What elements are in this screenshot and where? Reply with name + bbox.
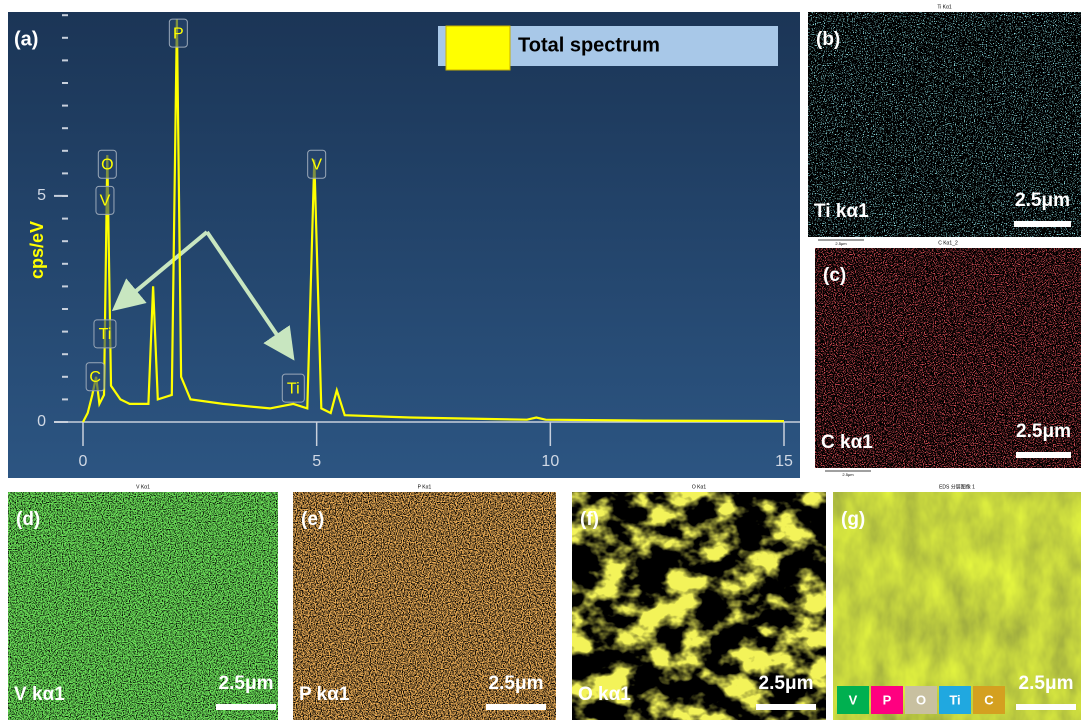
map-title: O Kα1 — [692, 484, 707, 490]
figure: (a) cps/eV 0 5 10 15 0 5 Total spectrum C Ti V O P V… — [0, 0, 1081, 720]
element-label: Ti kα1 — [814, 201, 869, 222]
scale-bar — [216, 704, 276, 710]
element-label: V kα1 — [14, 684, 65, 705]
peak-label: V — [311, 156, 322, 173]
legend-label: Total spectrum — [518, 34, 660, 56]
element-label: O kα1 — [578, 684, 631, 705]
y-axis-label: cps/eV — [27, 221, 47, 279]
overlay-legend-label: O — [916, 692, 926, 707]
small-scale-label: 2.5μm — [835, 241, 847, 246]
scale-bar — [486, 704, 546, 710]
scale-label: 2.5μm — [1019, 673, 1074, 694]
panel-label: (e) — [301, 509, 324, 530]
x-tick-label: 10 — [541, 453, 559, 470]
scale-bar — [1016, 704, 1076, 710]
map-title: EDS 分层图像 1 — [939, 483, 975, 490]
peak-label: O — [101, 156, 113, 173]
peak-label: Ti — [287, 380, 300, 397]
scale-bar — [1014, 221, 1071, 227]
map-title: Ti Kα1 — [937, 4, 952, 10]
overlay-legend-label: C — [984, 692, 994, 707]
scale-bar — [756, 704, 816, 710]
x-tick-label: 15 — [775, 453, 793, 470]
map-title: V Kα1 — [136, 484, 150, 490]
spectrum-bg — [8, 12, 800, 478]
scale-bar — [1016, 452, 1071, 458]
map-title: C Kα1_2 — [938, 240, 958, 246]
peak-label: C — [89, 369, 101, 386]
overlay-legend-label: P — [883, 692, 892, 707]
map-title: P Kα1 — [418, 484, 432, 490]
panel-label: (d) — [16, 509, 40, 530]
y-tick-label: 0 — [37, 413, 46, 430]
panel-label: (g) — [841, 509, 865, 530]
x-tick-label: 0 — [79, 453, 88, 470]
peak-label: P — [173, 25, 184, 42]
x-tick-label: 5 — [312, 453, 321, 470]
overlay-legend-label: Ti — [949, 692, 960, 707]
peak-label: V — [100, 193, 111, 210]
scale-label: 2.5μm — [1015, 190, 1070, 211]
element-label: P kα1 — [299, 684, 350, 705]
scale-label: 2.5μm — [1016, 421, 1071, 442]
scale-label: 2.5μm — [219, 673, 274, 694]
panel-label: (b) — [816, 29, 840, 50]
y-tick-label: 5 — [37, 187, 46, 204]
peak-label: Ti — [99, 326, 112, 343]
panel-label: (c) — [823, 265, 846, 286]
legend-swatch — [446, 26, 510, 70]
element-label: C kα1 — [821, 432, 873, 453]
scale-label: 2.5μm — [489, 673, 544, 694]
small-scale-label: 2.5μm — [842, 472, 854, 477]
overlay-legend-label: V — [849, 692, 858, 707]
panel-label: (f) — [580, 509, 599, 530]
panel-label: (a) — [14, 28, 38, 50]
scale-label: 2.5μm — [759, 673, 814, 694]
